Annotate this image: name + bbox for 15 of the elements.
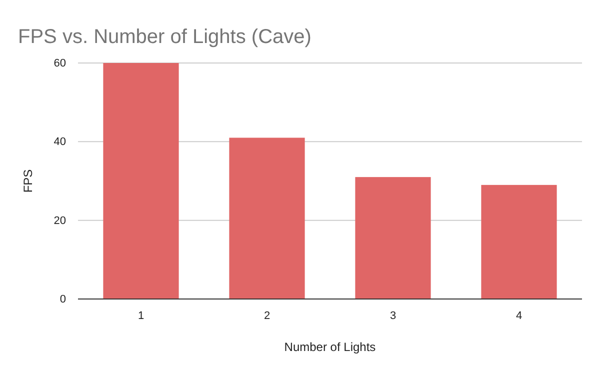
x-tick-label: 1 xyxy=(138,310,144,322)
y-tick-label: 0 xyxy=(60,294,66,306)
bar xyxy=(103,63,179,299)
bar xyxy=(481,184,557,299)
y-axis-title: FPS xyxy=(21,169,35,193)
y-tick-label: 40 xyxy=(54,136,66,148)
bar xyxy=(355,177,431,299)
x-axis-title: Number of Lights xyxy=(284,340,376,354)
y-tick-label: 60 xyxy=(54,58,66,70)
bar xyxy=(229,138,305,299)
x-tick-label: 4 xyxy=(516,310,522,322)
x-tick-label: 3 xyxy=(390,310,396,322)
chart-title: FPS vs. Number of Lights (Cave) xyxy=(18,26,312,48)
x-tick-label: 2 xyxy=(264,310,270,322)
y-tick-label: 20 xyxy=(54,214,66,227)
